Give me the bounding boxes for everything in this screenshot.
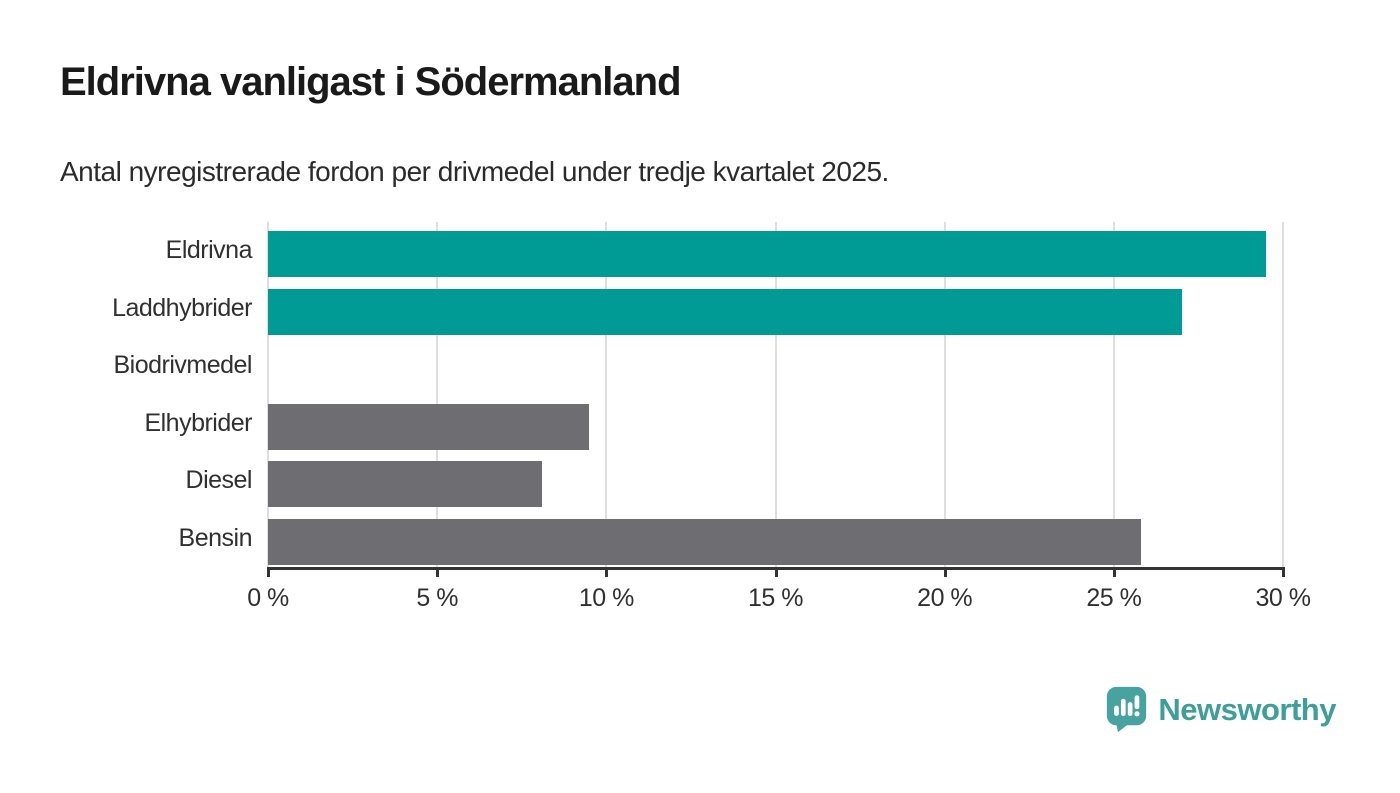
bar-rows [268, 222, 1283, 567]
gridline [943, 222, 946, 567]
axis-tick-label: 15 % [748, 584, 803, 612]
bar-row [268, 510, 1283, 568]
category-labels: Eldrivna Laddhybrider Biodrivmedel Elhybrid… [60, 222, 252, 567]
chart-subtitle: Antal nyregistrerade fordon per drivmede… [60, 156, 889, 187]
bar [268, 461, 543, 507]
axis-tick-label: 20 % [917, 584, 973, 612]
axis-tick-label: 5 % [416, 584, 458, 612]
bar-row [268, 222, 1283, 280]
newsworthy-logo-text: Newsworthy [1158, 691, 1336, 727]
category-label: Diesel [185, 466, 253, 495]
axis-tick [267, 567, 270, 577]
gridline [774, 222, 777, 567]
category-label: Bensin [178, 523, 253, 552]
gridline [436, 222, 439, 567]
category-label: Laddhybrider [112, 293, 252, 322]
newsworthy-logo-icon [1106, 686, 1147, 733]
axis-tick [1112, 567, 1116, 577]
axis-tick [605, 567, 609, 577]
plot-area [267, 222, 1284, 567]
axis-tick [774, 567, 778, 577]
bar-row [268, 452, 1283, 510]
axis-tick-label: 30 % [1255, 584, 1311, 612]
axis-tick-label: 25 % [1086, 584, 1142, 612]
gridline [1282, 222, 1284, 567]
bar [268, 403, 590, 450]
category-label: Elhybrider [144, 408, 252, 437]
bar-row [268, 280, 1283, 338]
gridline [267, 222, 269, 567]
branding: Newsworthy [1106, 686, 1336, 733]
gridline [605, 222, 608, 567]
category-label: Eldrivna [165, 236, 253, 265]
chart-title: Eldrivna vanligast i Södermanland [60, 60, 682, 104]
gridline [1112, 222, 1115, 567]
axis-tick [436, 567, 440, 577]
axis-tick-label: 10 % [578, 584, 634, 612]
bar-row [268, 337, 1283, 395]
bar-row [268, 395, 1283, 453]
bar [268, 231, 1267, 277]
bar [268, 518, 1141, 565]
axis-tick [1282, 567, 1285, 577]
category-label: Biodrivmedel [113, 351, 252, 380]
bar [268, 288, 1182, 335]
axis-tick-label: 0 % [247, 584, 289, 612]
axis-tick [943, 567, 947, 577]
